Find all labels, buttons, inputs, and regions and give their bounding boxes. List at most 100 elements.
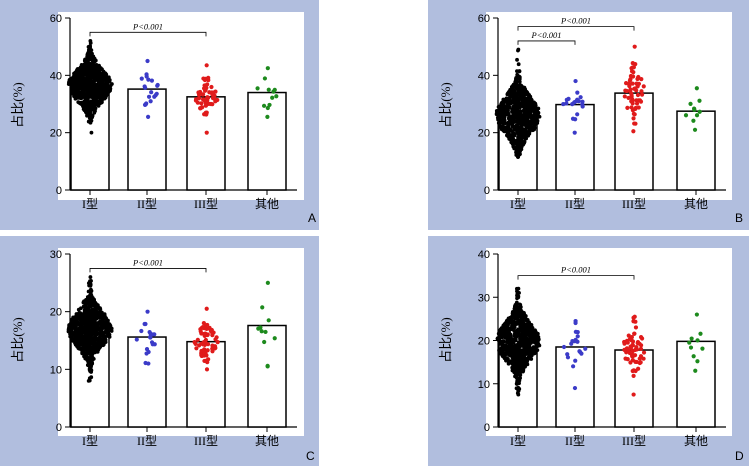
data-point-type1 <box>530 329 535 333</box>
data-point-type1 <box>521 349 526 354</box>
data-point-type1 <box>83 83 88 88</box>
data-point-type1 <box>511 131 516 136</box>
data-point-type1 <box>91 94 96 98</box>
data-point-type1 <box>498 340 503 345</box>
data-point-type1 <box>96 343 101 348</box>
data-point-type1 <box>76 321 81 326</box>
category-label: II型 <box>137 197 157 211</box>
category-label: 其他 <box>255 434 279 448</box>
data-point-type1 <box>501 339 506 343</box>
data-point-other <box>258 325 263 330</box>
y-tick-label: 40 <box>478 70 490 82</box>
data-point-type3 <box>631 116 636 121</box>
data-point-type1 <box>530 333 535 338</box>
data-point-type1 <box>522 106 527 111</box>
data-point-type3 <box>638 360 643 365</box>
data-point-type3 <box>204 367 210 372</box>
data-point-type1 <box>515 57 519 62</box>
data-point-type3 <box>633 347 638 352</box>
data-point-type1 <box>98 91 102 96</box>
data-point-type3 <box>205 342 211 347</box>
data-point-type1 <box>80 88 85 93</box>
data-point-type1 <box>94 102 99 107</box>
data-point-type1 <box>515 292 520 297</box>
data-point-type1 <box>91 63 95 68</box>
data-point-type1 <box>515 360 519 365</box>
data-point-type2 <box>144 74 149 79</box>
data-point-type1 <box>506 361 511 366</box>
data-point-type1 <box>517 105 522 110</box>
data-point-type1 <box>72 94 76 99</box>
data-point-type1 <box>529 357 534 361</box>
data-point-type1 <box>103 337 108 342</box>
data-point-type3 <box>194 346 199 351</box>
data-point-type1 <box>504 99 509 103</box>
y-tick-label: 60 <box>478 13 490 25</box>
data-point-type1 <box>528 98 533 103</box>
y-tick-label: 40 <box>50 70 62 82</box>
data-point-type1 <box>69 328 74 333</box>
data-point-type3 <box>625 105 630 110</box>
data-point-type1 <box>514 123 519 128</box>
data-point-type1 <box>106 334 111 339</box>
data-point-type3 <box>202 77 208 83</box>
data-point-type1 <box>532 349 537 354</box>
data-point-type3 <box>632 44 637 49</box>
data-point-type1 <box>84 107 88 112</box>
data-point-type1 <box>81 300 86 305</box>
data-point-type1 <box>94 71 98 76</box>
data-point-type1 <box>88 56 93 60</box>
data-point-type1 <box>521 93 526 98</box>
data-point-type3 <box>210 92 215 97</box>
data-point-type1 <box>514 343 518 348</box>
data-point-type2 <box>145 58 150 64</box>
data-point-type1 <box>510 309 515 314</box>
data-point-type1 <box>100 67 104 72</box>
data-point-other <box>683 113 689 118</box>
data-point-type1 <box>507 133 512 137</box>
data-point-type1 <box>76 343 81 348</box>
data-point-type1 <box>85 59 90 64</box>
data-point-type3 <box>206 75 211 80</box>
data-point-type1 <box>522 100 527 105</box>
data-point-other <box>262 339 267 345</box>
data-point-type1 <box>71 87 76 92</box>
data-point-type1 <box>92 75 97 80</box>
category-label: 其他 <box>684 197 708 211</box>
data-point-other <box>265 105 270 111</box>
data-point-type1 <box>109 329 114 333</box>
data-point-type1 <box>68 332 72 336</box>
data-point-type1 <box>513 304 517 308</box>
data-point-type1 <box>509 117 513 122</box>
data-point-type3 <box>625 357 630 362</box>
data-point-type3 <box>201 321 206 326</box>
data-point-type3 <box>633 62 638 67</box>
data-point-type3 <box>213 337 218 342</box>
data-point-other <box>265 280 270 285</box>
data-point-type1 <box>515 316 520 321</box>
data-point-type1 <box>98 316 102 320</box>
data-point-type3 <box>638 354 644 359</box>
data-point-type1 <box>90 351 95 356</box>
data-point-type3 <box>627 350 632 356</box>
data-point-other <box>698 331 703 336</box>
data-point-type1 <box>521 326 526 331</box>
data-point-type1 <box>72 317 77 322</box>
data-point-type1 <box>85 91 90 96</box>
data-point-type1 <box>86 109 91 114</box>
data-point-type1 <box>518 97 523 101</box>
data-point-type1 <box>509 334 513 338</box>
y-tick-label: 10 <box>478 379 490 391</box>
category-label: I型 <box>82 434 98 448</box>
data-point-type1 <box>506 91 510 96</box>
data-point-type1 <box>517 149 521 153</box>
data-point-type1 <box>515 289 519 294</box>
data-point-type3 <box>622 341 627 346</box>
data-point-type1 <box>85 316 89 320</box>
data-point-type1 <box>507 342 512 346</box>
y-tick-label: 40 <box>478 249 490 261</box>
panel-b-ylabel-group: 占比(%) <box>438 82 453 128</box>
panel-b-letter: B <box>735 211 743 225</box>
data-point-type3 <box>199 101 204 106</box>
data-point-type1 <box>81 102 86 107</box>
